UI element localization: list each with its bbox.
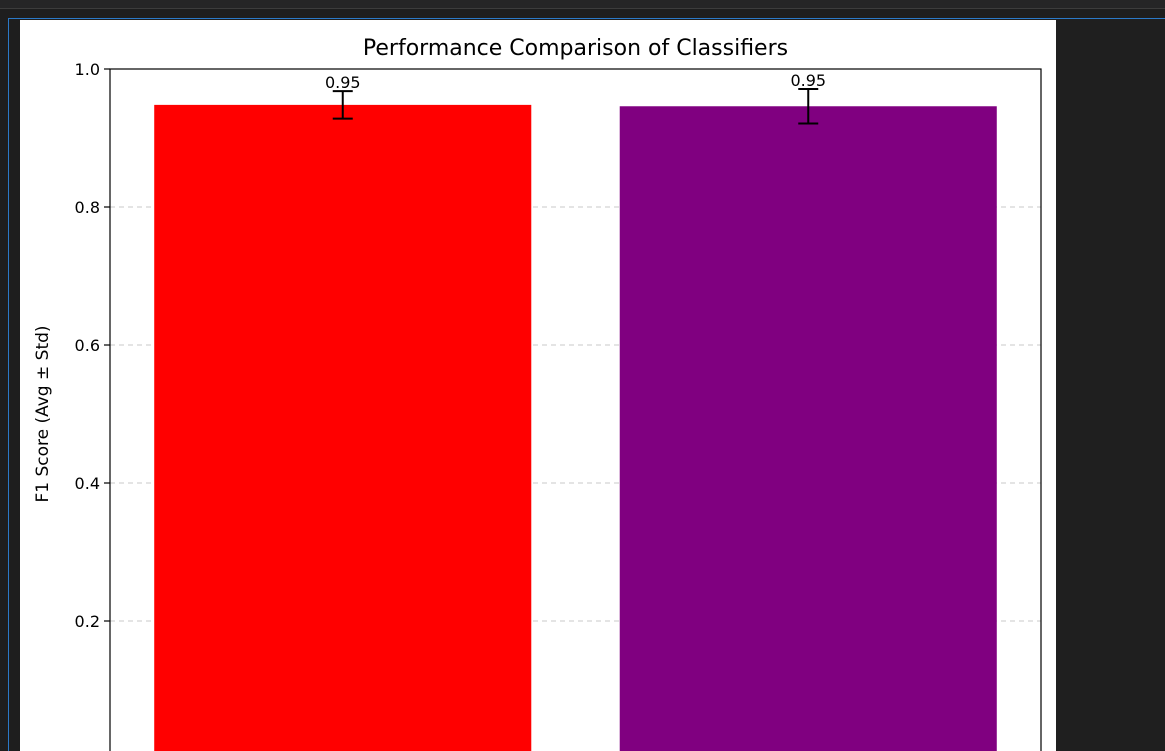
- chart-title: Performance Comparison of Classifiers: [363, 36, 788, 61]
- cell-output-frame: [8, 18, 1165, 751]
- bar-value-labels: 0.95 0.95: [325, 71, 826, 92]
- bars: [154, 104, 997, 751]
- bar-value-label: 0.95: [325, 73, 361, 92]
- bar: [619, 106, 997, 751]
- y-axis-ticks: 0.2 0.4 0.6 0.8 1.0: [75, 60, 110, 631]
- y-axis-label: F1 Score (Avg ± Std): [33, 325, 53, 502]
- y-tick-label: 0.4: [75, 474, 100, 493]
- error-bars: [332, 88, 819, 125]
- bar-chart: 0.95 0.95 0.2 0.4 0.6 0.8 1.0 Performance Com…: [33, 36, 1042, 751]
- y-tick-label: 0.2: [75, 612, 100, 631]
- y-tick-label: 0.8: [75, 198, 100, 217]
- axes-frame: [109, 68, 1042, 751]
- editor-top-bar: [0, 0, 1165, 9]
- plot-output: 0.95 0.95 0.2 0.4 0.6 0.8 1.0 Performance Com…: [20, 20, 1056, 751]
- y-tick-label: 0.6: [75, 336, 100, 355]
- bar: [154, 104, 532, 751]
- y-tick-label: 1.0: [75, 60, 100, 79]
- bar-value-label: 0.95: [790, 71, 826, 90]
- output-right-gutter: [1056, 19, 1165, 751]
